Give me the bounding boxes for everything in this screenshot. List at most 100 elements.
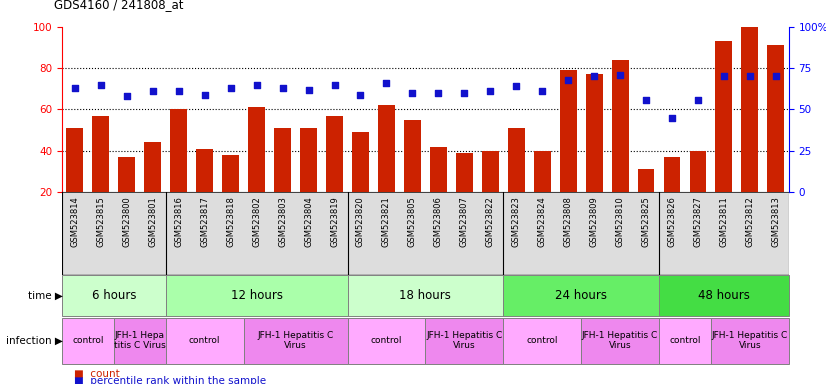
Point xyxy=(458,90,471,96)
Text: GSM523813: GSM523813 xyxy=(771,196,781,247)
Bar xyxy=(611,60,629,192)
Text: GSM523824: GSM523824 xyxy=(538,196,547,247)
Text: GSM523804: GSM523804 xyxy=(304,196,313,247)
Text: GSM523806: GSM523806 xyxy=(434,196,443,247)
Bar xyxy=(633,192,659,275)
Point xyxy=(406,90,419,96)
Bar xyxy=(763,192,789,275)
Text: JFH-1 Hepatitis C
Virus: JFH-1 Hepatitis C Virus xyxy=(712,331,788,351)
Text: GSM523809: GSM523809 xyxy=(590,196,599,247)
Bar xyxy=(373,192,400,275)
Text: JFH-1 Hepatitis C
Virus: JFH-1 Hepatitis C Virus xyxy=(426,331,502,351)
Bar xyxy=(711,318,789,364)
Bar xyxy=(166,275,348,316)
Point xyxy=(432,90,445,96)
Bar xyxy=(607,192,633,275)
Bar xyxy=(451,192,477,275)
Bar xyxy=(404,120,420,192)
Point xyxy=(717,73,730,79)
Bar xyxy=(659,318,711,364)
Bar xyxy=(166,318,244,364)
Bar xyxy=(269,192,296,275)
Text: GSM523805: GSM523805 xyxy=(408,196,417,247)
Text: GSM523818: GSM523818 xyxy=(226,196,235,247)
Point xyxy=(250,82,263,88)
Bar xyxy=(348,318,425,364)
Bar xyxy=(690,151,706,192)
Text: control: control xyxy=(72,336,103,345)
Bar xyxy=(321,192,348,275)
Bar xyxy=(114,318,166,364)
Text: GSM523823: GSM523823 xyxy=(512,196,520,247)
Bar xyxy=(582,318,659,364)
Text: GSM523814: GSM523814 xyxy=(70,196,79,247)
Point xyxy=(639,96,653,103)
Point xyxy=(94,82,107,88)
Text: GSM523827: GSM523827 xyxy=(694,196,702,247)
Bar xyxy=(659,192,685,275)
Text: JFH-1 Hepatitis C
Virus: JFH-1 Hepatitis C Virus xyxy=(582,331,658,351)
Point xyxy=(146,88,159,94)
Text: JFH-1 Hepatitis C
Virus: JFH-1 Hepatitis C Virus xyxy=(258,331,334,351)
Point xyxy=(769,73,782,79)
Bar xyxy=(348,275,503,316)
Text: 12 hours: 12 hours xyxy=(230,289,282,302)
Point xyxy=(302,86,316,93)
Bar xyxy=(767,45,784,192)
Text: control: control xyxy=(669,336,700,345)
Bar xyxy=(582,192,607,275)
Bar xyxy=(529,192,555,275)
Text: GSM523803: GSM523803 xyxy=(278,196,287,247)
Text: GSM523819: GSM523819 xyxy=(330,196,339,247)
Point xyxy=(587,73,601,79)
Point xyxy=(172,88,185,94)
Text: GSM523820: GSM523820 xyxy=(356,196,365,247)
Text: GSM523816: GSM523816 xyxy=(174,196,183,247)
Point xyxy=(743,73,757,79)
Bar xyxy=(586,74,602,192)
Text: GDS4160 / 241808_at: GDS4160 / 241808_at xyxy=(54,0,183,12)
Point xyxy=(69,85,82,91)
Bar xyxy=(715,41,733,192)
Bar xyxy=(140,192,166,275)
Text: GSM523821: GSM523821 xyxy=(382,196,391,247)
Text: GSM523810: GSM523810 xyxy=(615,196,624,247)
Bar xyxy=(430,147,447,192)
Bar xyxy=(244,318,348,364)
Bar xyxy=(555,192,582,275)
Bar xyxy=(197,149,213,192)
Point xyxy=(380,80,393,86)
Point xyxy=(121,93,134,99)
Bar xyxy=(274,128,291,192)
Text: time ▶: time ▶ xyxy=(28,291,64,301)
Bar xyxy=(477,192,503,275)
Point xyxy=(276,85,289,91)
Bar xyxy=(62,275,166,316)
Point xyxy=(328,82,341,88)
Point xyxy=(510,83,523,89)
Text: GSM523808: GSM523808 xyxy=(563,196,572,247)
Bar xyxy=(222,155,239,192)
Text: 18 hours: 18 hours xyxy=(400,289,451,302)
Text: GSM523822: GSM523822 xyxy=(486,196,495,247)
Bar xyxy=(248,108,265,192)
Point xyxy=(535,88,548,94)
Text: GSM523817: GSM523817 xyxy=(200,196,209,247)
Bar xyxy=(508,128,525,192)
Text: control: control xyxy=(371,336,402,345)
Bar xyxy=(296,192,321,275)
Point xyxy=(354,91,367,98)
Point xyxy=(484,88,497,94)
Bar xyxy=(482,151,499,192)
Text: control: control xyxy=(526,336,558,345)
Bar xyxy=(560,70,577,192)
Point xyxy=(614,72,627,78)
Text: GSM523807: GSM523807 xyxy=(460,196,469,247)
Point xyxy=(691,96,705,103)
Bar xyxy=(352,132,369,192)
Bar xyxy=(425,318,503,364)
Text: GSM523800: GSM523800 xyxy=(122,196,131,247)
Bar xyxy=(534,151,551,192)
Bar xyxy=(192,192,218,275)
Text: ■  percentile rank within the sample: ■ percentile rank within the sample xyxy=(74,376,267,384)
